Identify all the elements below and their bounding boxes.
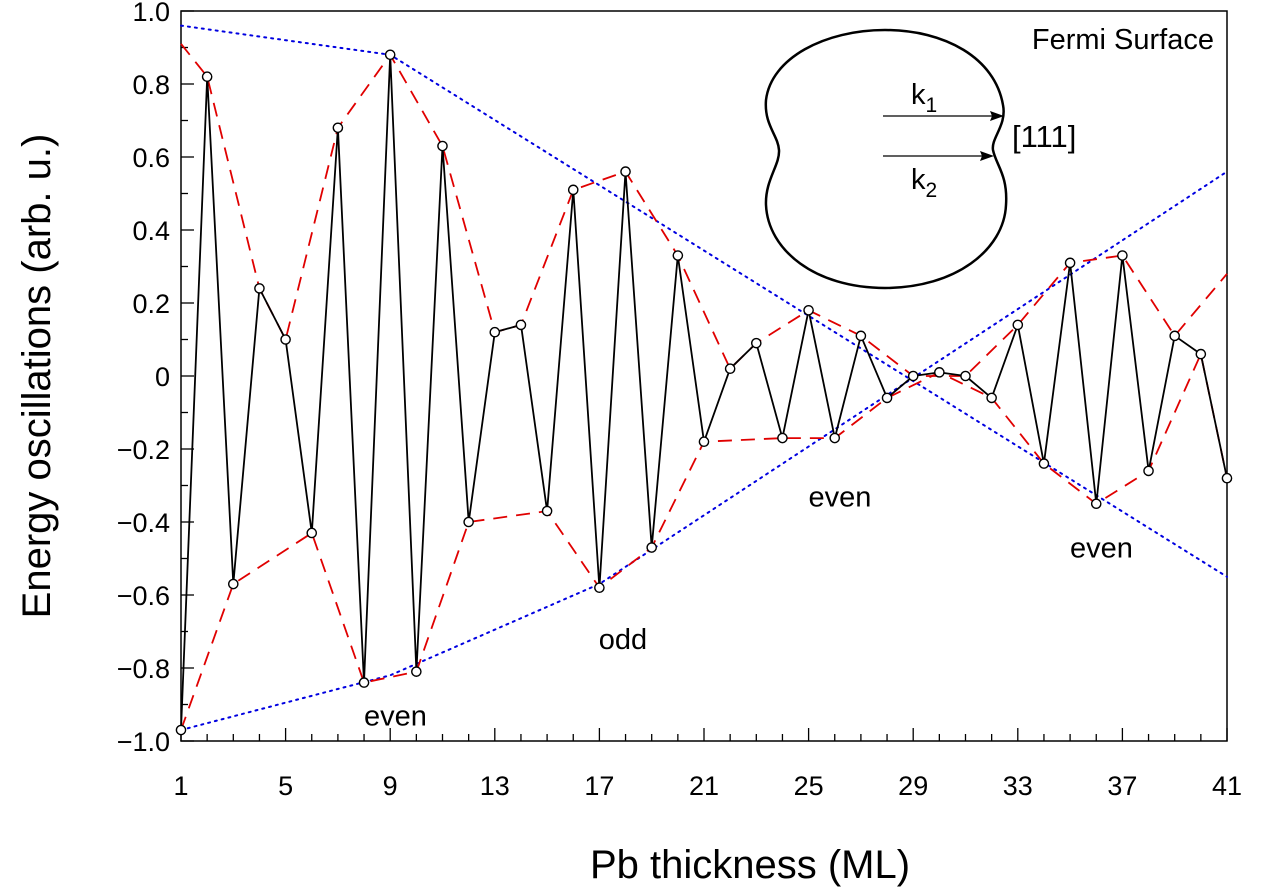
data-point	[803, 304, 814, 316]
x-axis-title: Pb thickness (ML)	[590, 843, 910, 887]
k2-label-base: k	[911, 164, 926, 196]
x-tick-label: 1	[173, 771, 188, 801]
data-point	[777, 432, 788, 444]
data-line	[180, 53, 1228, 731]
data-point	[541, 505, 553, 517]
data-point	[175, 724, 187, 736]
parity-annotation: even	[1070, 533, 1133, 565]
decay-bound-lower-line	[180, 170, 1228, 731]
y-tick-label: 0.2	[132, 289, 170, 319]
data-point	[201, 71, 213, 82]
y-tick-label: −1.0	[117, 727, 170, 757]
data-point	[934, 367, 945, 378]
data-point	[227, 578, 239, 590]
parity-annotation: even	[364, 700, 427, 732]
x-tick-label: 41	[1212, 771, 1242, 801]
y-tick-label: 0.6	[132, 143, 170, 173]
y-tick-label: 0.8	[132, 70, 170, 100]
k1-label-sub: 1	[926, 94, 938, 117]
data-point	[332, 122, 344, 134]
data-point	[907, 370, 919, 382]
y-tick-label: 0.4	[132, 216, 170, 246]
data-point	[724, 363, 736, 375]
k1-arrowhead	[990, 111, 1004, 121]
data-point	[1117, 250, 1128, 261]
data-point	[254, 283, 265, 294]
data-point	[960, 370, 971, 382]
y-tick-label: −0.8	[117, 654, 170, 684]
data-point	[594, 582, 605, 594]
x-tick-label: 37	[1107, 771, 1137, 801]
fermi-surface-title: Fermi Surface	[1032, 24, 1214, 56]
axis-ticks	[180, 10, 1228, 742]
data-point	[1090, 498, 1102, 510]
y-tick-label: 1.0	[132, 0, 170, 27]
x-tick-label: 25	[794, 771, 824, 801]
annotations: even odd even even	[364, 481, 1133, 732]
data-point	[463, 516, 474, 528]
y-tick-label: 0	[155, 362, 170, 392]
k2-label-sub: 2	[926, 179, 938, 202]
decay-bound-upper-line	[180, 24, 1228, 578]
data-point	[646, 542, 658, 553]
data-point	[358, 677, 370, 688]
data-point	[1169, 330, 1180, 342]
x-tick-label: 17	[584, 771, 614, 801]
x-tick-label: 13	[480, 771, 510, 801]
data-point	[620, 166, 631, 177]
tick-labels: 1 5 9 13 17 21 25 29 33 37 41−1.0−0.8−0.6−0.4−0.20…	[117, 0, 1242, 801]
data-point	[384, 49, 396, 61]
fermi-surface-inset: Fermi Surface k1 k2 [111]	[764, 24, 1214, 290]
x-tick-label: 33	[1003, 771, 1033, 801]
data-point	[437, 140, 448, 152]
y-axis-title: Energy oscillations (arb. u.)	[15, 134, 59, 619]
data-point	[1064, 257, 1076, 269]
data-point	[1143, 465, 1154, 477]
envelope-lower-line	[180, 351, 1228, 731]
data-point	[411, 666, 422, 677]
x-tick-label: 29	[898, 771, 928, 801]
data-point	[829, 432, 841, 444]
data-point	[855, 330, 867, 342]
data-point	[698, 436, 710, 448]
data-point	[672, 250, 684, 261]
data-point	[1221, 472, 1233, 484]
data-point	[751, 337, 762, 349]
parity-annotation: even	[809, 481, 872, 513]
data-series	[175, 49, 1233, 736]
data-point	[986, 392, 997, 404]
y-tick-label: −0.2	[117, 435, 170, 465]
parity-annotation: odd	[599, 624, 647, 656]
x-tick-label: 9	[383, 771, 398, 801]
x-tick-label: 21	[689, 771, 719, 801]
data-point	[567, 184, 579, 196]
data-point	[1038, 458, 1050, 469]
k1-label-base: k	[911, 79, 926, 111]
data-point	[306, 527, 318, 539]
data-point	[489, 326, 501, 338]
y-tick-label: −0.4	[117, 508, 170, 538]
k2-label: k2	[911, 164, 937, 202]
data-point	[881, 392, 893, 404]
data-point	[1195, 348, 1207, 360]
y-tick-label: −0.6	[117, 581, 170, 611]
x-tick-label: 5	[278, 771, 293, 801]
direction-label: [111]	[1012, 119, 1076, 154]
k2-arrowhead	[980, 151, 994, 161]
envelope-upper-line	[180, 43, 1228, 377]
data-point	[515, 319, 527, 331]
data-point	[1012, 319, 1024, 331]
data-point	[280, 334, 291, 345]
fermi-surface-outline	[764, 28, 1008, 290]
k1-label: k1	[911, 79, 937, 117]
